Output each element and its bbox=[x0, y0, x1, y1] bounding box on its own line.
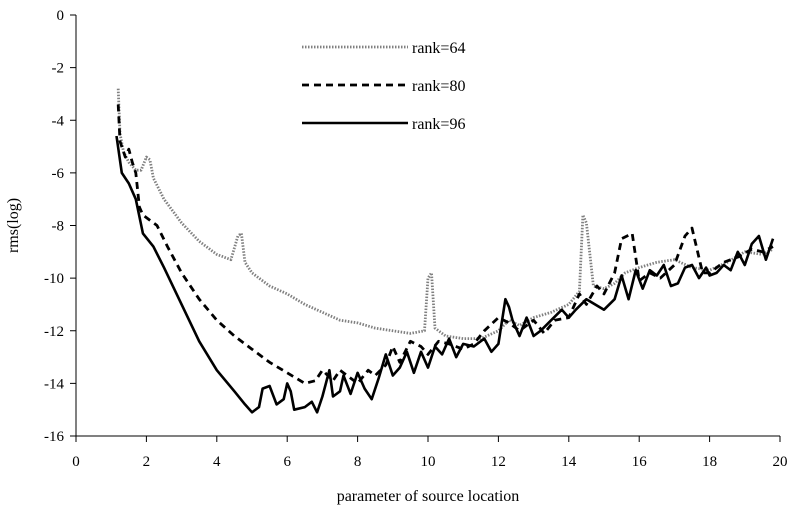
y-tick-label: -16 bbox=[44, 429, 64, 445]
x-tick-label: 14 bbox=[561, 454, 577, 470]
x-tick-label: 18 bbox=[702, 454, 717, 470]
legend: rank=64 rank=80 rank=96 bbox=[302, 40, 465, 133]
x-tick-label: 8 bbox=[354, 454, 362, 470]
x-tick-label: 10 bbox=[421, 454, 436, 470]
y-ticks: 0 -2 -4 -6 -8 -10 -12 -14 -16 bbox=[44, 8, 76, 445]
series-group bbox=[115, 88, 775, 414]
x-ticks: 0 2 4 6 8 10 12 14 16 18 20 bbox=[72, 436, 788, 470]
legend-label: rank=80 bbox=[412, 78, 465, 95]
y-tick-label: -8 bbox=[52, 219, 65, 235]
y-tick-label: -10 bbox=[44, 271, 64, 287]
y-tick-label: -6 bbox=[52, 166, 65, 182]
y-tick-label: -4 bbox=[52, 113, 65, 129]
x-tick-label: 6 bbox=[283, 454, 291, 470]
y-tick-label: 0 bbox=[57, 8, 65, 24]
legend-label: rank=64 bbox=[412, 40, 465, 57]
y-tick-label: -14 bbox=[44, 376, 64, 392]
series-line-rank-96 bbox=[115, 135, 775, 414]
series-line-rank-80 bbox=[116, 104, 774, 385]
x-tick-label: 20 bbox=[773, 454, 788, 470]
x-tick-label: 12 bbox=[491, 454, 506, 470]
x-tick-label: 4 bbox=[213, 454, 221, 470]
x-tick-label: 16 bbox=[632, 454, 648, 470]
legend-label: rank=96 bbox=[412, 116, 465, 133]
x-axis-title: parameter of source location bbox=[337, 488, 520, 505]
x-tick-label: 2 bbox=[143, 454, 151, 470]
series-line-rank-64 bbox=[116, 88, 774, 340]
y-axis-title: rms(log) bbox=[5, 198, 22, 253]
y-tick-label: -12 bbox=[44, 324, 64, 340]
y-tick-label: -2 bbox=[52, 61, 65, 77]
x-tick-label: 0 bbox=[72, 454, 80, 470]
